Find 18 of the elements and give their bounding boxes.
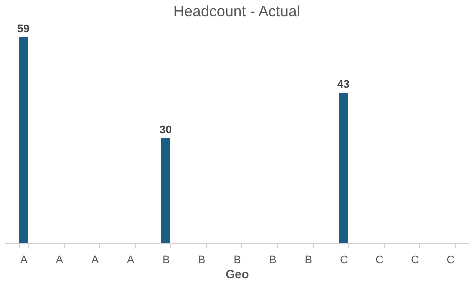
x-tick-label: A bbox=[127, 254, 136, 266]
x-tick-label: A bbox=[56, 254, 64, 266]
x-tick-label: B bbox=[162, 254, 170, 266]
x-tick-label: A bbox=[92, 254, 100, 266]
x-tick-label: A bbox=[20, 254, 28, 266]
chart-title: Headcount - Actual bbox=[174, 3, 300, 20]
x-tick-label: B bbox=[304, 254, 312, 266]
x-tick-label: C bbox=[340, 254, 348, 266]
x-tick-label: C bbox=[411, 254, 420, 266]
data-label: 43 bbox=[338, 79, 350, 92]
x-axis-title: Geo bbox=[226, 268, 250, 282]
x-tick-label: C bbox=[446, 254, 455, 266]
x-tick-label: C bbox=[376, 254, 384, 266]
data-label: 30 bbox=[160, 124, 172, 136]
data-label: 59 bbox=[18, 23, 30, 36]
x-tick-label: B bbox=[234, 254, 242, 266]
x-tick-label: B bbox=[198, 254, 206, 266]
x-tick-label: B bbox=[269, 254, 277, 266]
